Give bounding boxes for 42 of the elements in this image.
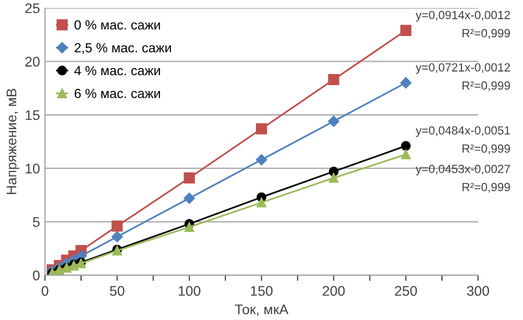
point	[400, 77, 412, 88]
x-tick-label: 50	[110, 286, 124, 296]
y-tick-label: 10	[26, 164, 40, 174]
point	[400, 141, 411, 151]
x-tick-label: 250	[394, 286, 417, 296]
y-tick-label: 20	[25, 56, 40, 67]
legend-label: 0 % мас. сажи	[74, 20, 160, 30]
point	[400, 150, 411, 160]
annotation: y=0,0721x-0,0012	[416, 63, 510, 74]
annotation: R²=0,999	[462, 144, 510, 154]
legend-label: 6 % мас. сажи	[74, 88, 160, 98]
point	[400, 24, 412, 36]
annotation: y=0,0484x-0,0051	[416, 126, 510, 137]
point	[328, 116, 340, 127]
point	[184, 172, 195, 184]
point	[256, 154, 268, 166]
annotation: y=0,0914x-0,0012	[416, 10, 510, 22]
point	[328, 74, 340, 86]
x-tick-label: 0	[42, 286, 48, 296]
x-tick-label: 150	[250, 286, 273, 296]
y-tick-label: 25	[25, 3, 40, 14]
point	[184, 192, 195, 204]
y-axis-title: Напряжение, мВ	[6, 88, 20, 194]
y-tick-label: 5	[32, 217, 40, 227]
point	[256, 123, 268, 134]
x-axis-title: Ток, мкА	[234, 304, 288, 316]
annotation: R²=0,999	[462, 182, 510, 193]
y-tick-label: 15	[26, 110, 40, 120]
point	[112, 220, 123, 232]
legend-label: 4 % мас. сажи	[74, 66, 160, 76]
point	[256, 198, 266, 208]
point	[112, 231, 123, 242]
y-tick-label: 0	[32, 270, 40, 280]
legend-label: 2,5 % мас. сажи	[74, 43, 171, 54]
point	[328, 173, 339, 183]
x-tick-label: 100	[178, 286, 200, 296]
annotation: R²=0,999	[462, 28, 510, 39]
annotation: R²=0,999	[462, 81, 510, 92]
x-tick-label: 200	[322, 286, 345, 296]
x-tick-label: 300	[466, 286, 490, 296]
point	[184, 222, 194, 232]
annotation: y=0,0453x-0,0027	[416, 164, 510, 176]
